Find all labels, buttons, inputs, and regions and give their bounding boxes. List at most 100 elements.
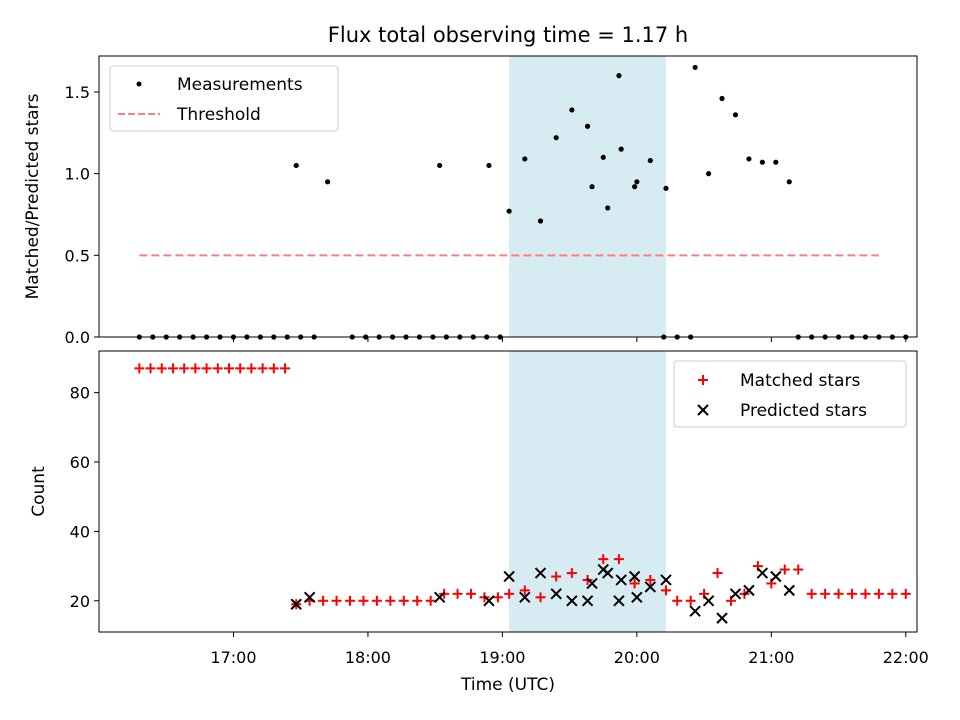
measurement-point [553,135,559,141]
matched-point [566,568,577,579]
predicted-point [631,591,643,604]
matched-point [492,592,503,603]
predicted-point [770,570,782,583]
flux-y-axis-label: Matched/Predicted stars [23,93,43,299]
legend-measurements-label: Measurements [177,75,303,95]
matched-point [345,595,356,606]
x-stroke [613,595,625,607]
x-stroke [697,404,709,416]
legend-measurements-marker [136,81,142,87]
matched-point [613,554,624,565]
x-stroke [743,584,755,597]
y-tick-label: 1.5 [65,83,90,102]
predicted-point [581,595,594,607]
legend-matched-label: Matched stars [740,371,860,391]
measurement-point [584,123,591,129]
predicted-point [433,591,446,604]
x-stroke [519,591,531,604]
y-tick-label: 0.5 [65,246,90,265]
predicted-point [702,595,715,607]
matched-point [257,363,268,374]
matched-point [385,595,396,606]
matched-point [190,363,201,374]
matched-point [268,363,279,374]
x-stroke [615,574,627,586]
measurement-point [647,157,653,164]
count-y-ticks: 20 40 60 80 [70,384,99,611]
x-tick-label: 22:00 [883,648,929,667]
flux-axes-frame [98,55,918,338]
x-stroke [303,591,316,604]
predicted-point [660,574,672,586]
measurement-point [663,185,669,191]
predicted-point [586,577,598,590]
flux-panel: 0.0 0.5 1.0 1.5 Flux total observing time =… [23,23,918,347]
measurement-point [618,146,624,152]
x-tick-label: 19:00 [479,648,525,667]
predicted-point [644,581,657,593]
matched-point [629,578,640,589]
flux-legend-box [109,65,339,132]
count-legend: Matched stars Predicted stars [673,360,907,428]
measurement-point [732,112,739,118]
predicted-point [566,595,578,607]
matched-point [134,363,145,374]
observing-window-shade [509,351,666,632]
measurement-point [293,162,299,169]
y-tick-label: 80 [70,384,90,403]
measurement-point [569,107,575,113]
flux-x-ticks [232,337,907,342]
predicted-point [303,591,316,604]
predicted-point [290,598,302,610]
matched-point [860,588,871,599]
y-tick-label: 1.0 [65,165,90,184]
x-stroke [483,595,495,607]
matched-point [535,592,546,603]
matched-point [212,363,223,374]
matched-point [806,588,817,599]
x-stroke [433,591,446,604]
chart-title: Flux total observing time = 1.17 h [328,23,688,47]
measurement-point [589,184,595,190]
matched-point [598,554,609,565]
predicted-point [783,584,795,597]
predicted-point [756,567,769,579]
matched-point [179,363,190,374]
legend-x [697,404,709,416]
matched-point [246,363,257,374]
count-marks [134,363,911,624]
measurement-point [486,162,492,169]
measurement-point [522,156,528,162]
count-x-ticks: 17:00 18:00 19:00 20:00 21:00 22:00 [210,632,929,667]
matched-point [466,588,477,599]
matched-point [793,564,804,575]
matched-point [223,363,234,374]
count-axes-frame [98,350,918,633]
measurement-point [605,205,611,211]
matched-point [873,588,884,599]
predicted-point [615,574,627,586]
x-stroke [756,567,769,579]
flux-y-ticks: 0.0 0.5 1.0 1.5 [65,83,99,347]
measurement-point [759,159,765,165]
measurement-point [786,179,792,185]
matched-point [672,595,683,606]
matched-point [156,363,167,374]
matched-point [318,595,329,606]
measurement-point [634,179,640,185]
measurement-point [537,218,544,224]
matched-point [425,595,436,606]
x-stroke [729,588,742,600]
predicted-point [503,570,515,583]
y-tick-label: 20 [70,592,90,611]
legend-threshold-label: Threshold [176,105,261,125]
matched-point [519,585,530,596]
measurement-point [600,154,606,160]
y-tick-label: 60 [70,453,90,472]
matched-point [145,363,156,374]
x-stroke [770,570,782,583]
x-stroke [550,588,562,600]
measurement-point [632,184,638,190]
